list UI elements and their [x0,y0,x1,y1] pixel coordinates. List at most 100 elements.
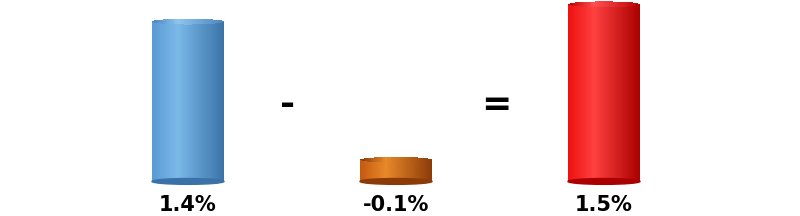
Bar [390,157,392,163]
Bar [206,22,207,181]
Bar [634,4,635,181]
Bar [418,157,419,162]
Ellipse shape [152,178,224,184]
Bar [158,20,159,23]
Bar [571,3,574,6]
Bar [429,159,430,161]
Bar [367,160,368,181]
Bar [600,4,602,181]
Bar [178,22,179,181]
Bar [633,3,634,6]
Bar [392,160,394,181]
Bar [618,2,620,7]
Bar [363,160,365,181]
Bar [208,22,210,181]
Bar [217,22,218,181]
Bar [608,2,610,7]
Bar [621,4,622,181]
Bar [372,160,373,181]
Bar [186,22,188,181]
Bar [159,22,160,181]
Bar [161,20,163,24]
Bar [425,160,426,181]
Bar [373,157,374,162]
Bar [620,2,622,7]
Bar [414,160,415,181]
Bar [388,160,389,181]
Bar [371,158,373,162]
Bar [604,4,605,181]
Bar [598,2,600,7]
Bar [212,22,213,181]
Bar [569,4,570,181]
Bar [163,22,164,181]
Bar [219,22,221,181]
Bar [218,22,219,181]
Bar [195,19,197,24]
Bar [366,160,367,181]
Bar [581,4,582,181]
Bar [582,2,584,7]
Bar [369,158,371,162]
Bar [362,159,363,161]
Bar [633,4,634,181]
Bar [575,4,576,181]
Bar [588,4,590,181]
Bar [152,22,154,181]
Bar [389,160,390,181]
Bar [622,4,623,181]
Bar [608,4,609,181]
Bar [620,4,621,181]
Bar [632,4,633,181]
Bar [211,19,213,24]
Bar [374,157,376,162]
Bar [580,4,581,181]
Bar [154,21,156,23]
Bar [170,19,172,24]
Bar [575,2,577,6]
Bar [574,3,575,6]
Bar [406,160,408,181]
Bar [585,4,586,181]
Bar [174,19,175,24]
Bar [215,20,217,24]
Bar [616,4,618,181]
Bar [165,19,166,24]
Bar [371,160,372,181]
Bar [402,157,403,163]
Bar [193,22,194,181]
Bar [413,160,414,181]
Bar [382,157,383,163]
Bar [592,4,593,181]
Bar [614,4,616,181]
Bar [164,22,165,181]
Bar [578,2,581,6]
Bar [595,4,597,181]
Bar [166,19,168,24]
Bar [162,22,163,181]
Bar [600,2,602,7]
Bar [605,4,606,181]
Bar [593,4,594,181]
Bar [182,19,184,24]
Bar [363,158,366,161]
Bar [213,22,214,181]
Bar [574,4,575,181]
Bar [158,22,159,181]
Bar [611,2,613,7]
Bar [610,4,611,181]
Bar [594,4,595,181]
Bar [597,4,598,181]
Bar [622,2,624,7]
Bar [611,4,613,181]
Bar [378,157,380,162]
Bar [192,19,194,24]
Bar [629,2,631,6]
Text: =: = [481,88,511,122]
Bar [210,22,211,181]
Bar [395,160,396,181]
Bar [394,157,396,163]
Bar [626,2,627,7]
Bar [396,157,398,163]
Bar [623,4,624,181]
